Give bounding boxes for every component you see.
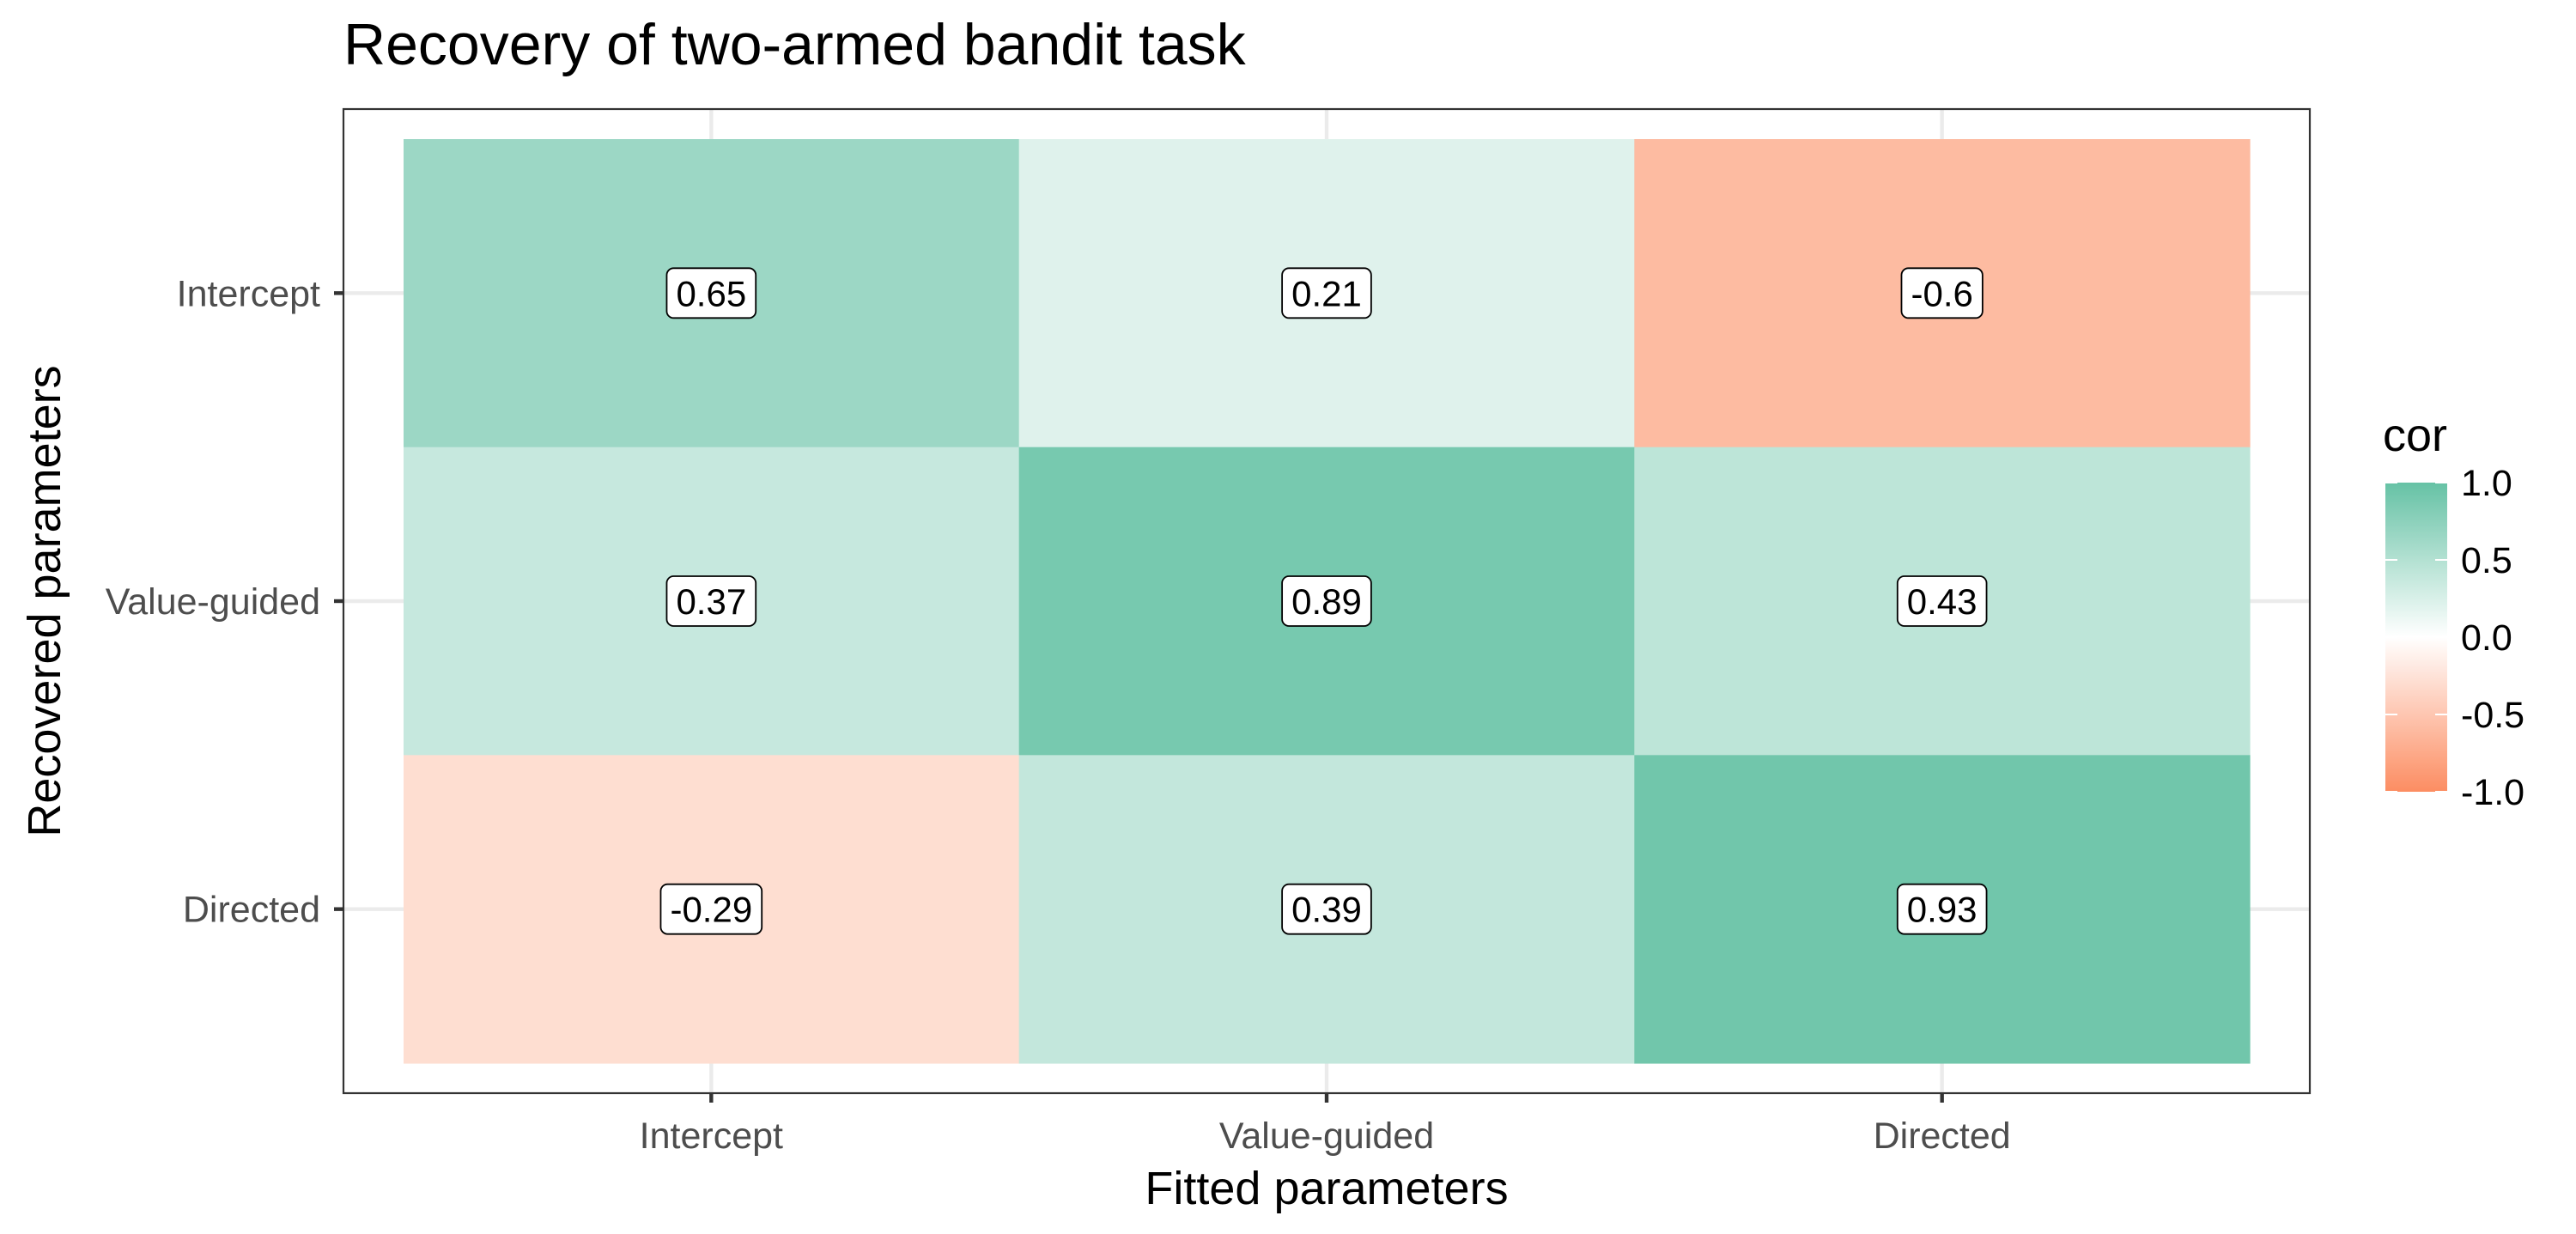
cell-label-box: [1900, 267, 1984, 319]
y-tick-label: Value-guided: [106, 581, 320, 623]
y-tick-label: Intercept: [177, 273, 320, 314]
legend-tick-label: 1.0: [2461, 463, 2512, 504]
cell-label: 0.65: [665, 267, 757, 319]
x-axis-title: Fitted parameters: [1145, 1163, 1508, 1214]
cell-label-box: [1281, 575, 1372, 627]
chart-title: Recovery of two-armed bandit task: [343, 12, 1247, 77]
cell-label-box: [665, 267, 757, 319]
legend-tick-label: 0.5: [2461, 540, 2512, 581]
cell-label-box: [1896, 575, 1988, 627]
cell-value-labels: 0.65 0.21 -0.6 0.37 0.89 0.43 -0.29 0.39 0.93: [659, 267, 1988, 935]
cell-label-box: [665, 575, 757, 627]
cell-value-text: -0.6: [1911, 273, 1972, 313]
cell-label: -0.6: [1900, 267, 1984, 319]
cell-value-text: 0.37: [676, 581, 746, 622]
cell-label: 0.39: [1281, 883, 1372, 935]
cell-label: 0.93: [1896, 883, 1988, 935]
y-axis: Intercept Value-guided Directed: [106, 273, 343, 931]
cell-value-text: 0.43: [1907, 581, 1978, 622]
cell-label: 0.21: [1281, 267, 1372, 319]
x-tick-label: Intercept: [640, 1115, 783, 1157]
x-tick-label: Directed: [1874, 1115, 2011, 1157]
cell-label-box: [1281, 883, 1372, 935]
cell-value-text: 0.93: [1907, 890, 1978, 930]
cell-label-box: [1281, 267, 1372, 319]
cell-label: -0.29: [659, 883, 763, 935]
y-tick-label: Directed: [183, 890, 320, 931]
color-legend: cor 1.0 0.5 0.0 -0.5 -1.0: [2383, 410, 2524, 813]
plot-panel: 0.65 0.21 -0.6 0.37 0.89 0.43 -0.29 0.39 0.93: [342, 107, 2312, 1095]
legend-tick-label: -1.0: [2461, 772, 2524, 813]
legend-tick-label: -0.5: [2461, 695, 2524, 736]
cell-label-box: [1896, 883, 1988, 935]
y-axis-title: Recovered parameters: [19, 365, 70, 836]
legend-ticks: 1.0 0.5 0.0 -0.5 -1.0: [2385, 463, 2524, 813]
legend-tick-label: 0.0: [2461, 617, 2512, 659]
x-axis: Intercept Value-guided Directed: [640, 1093, 2011, 1157]
cell-value-text: 0.39: [1291, 890, 1362, 930]
cell-value-text: 0.21: [1291, 273, 1362, 313]
cell-value-text: 0.65: [676, 273, 746, 313]
cell-value-text: -0.29: [670, 890, 752, 930]
x-tick-label: Value-guided: [1219, 1115, 1434, 1157]
cell-label: 0.43: [1896, 575, 1988, 627]
legend-title: cor: [2383, 410, 2447, 461]
cell-value-text: 0.89: [1291, 581, 1362, 622]
cell-label: 0.37: [665, 575, 757, 627]
cell-label-box: [659, 883, 763, 935]
cell-label: 0.89: [1281, 575, 1372, 627]
